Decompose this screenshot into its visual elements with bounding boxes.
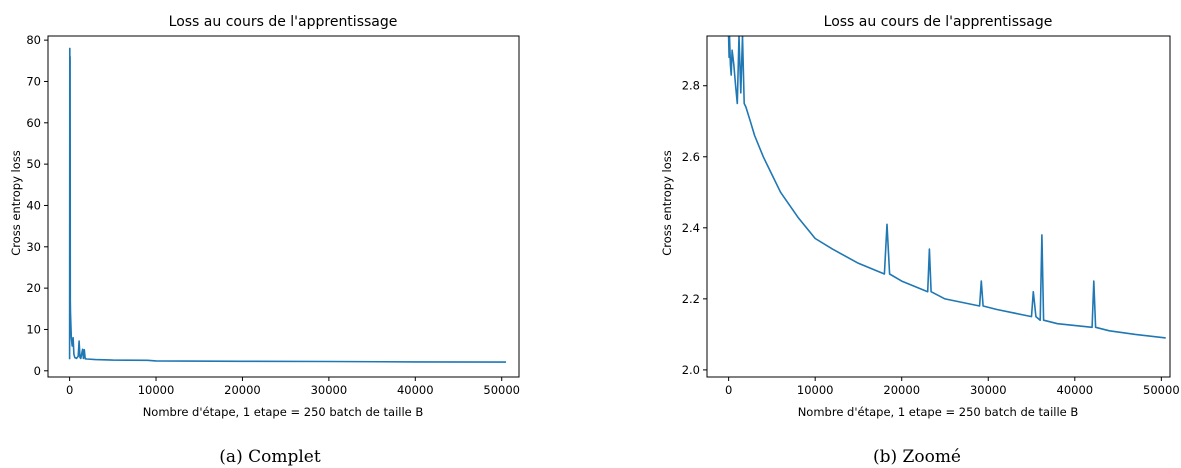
chart-b-xtick-label: 10000 (797, 383, 834, 397)
chart-zoome: Loss au cours de l'apprentissage Nombre … (660, 14, 1180, 467)
chart-b-xtick-label: 0 (725, 383, 732, 397)
chart-a-ytick-label: 60 (26, 116, 41, 130)
chart-b-title: Loss au cours de l'apprentissage (824, 14, 1053, 30)
chart-a-xtick-label: 0 (66, 383, 73, 397)
chart-a-title: Loss au cours de l'apprentissage (169, 14, 398, 30)
chart-b-xlabel: Nombre d'étape, 1 etape = 250 batch de t… (798, 405, 1079, 419)
chart-b-xtick-label: 20000 (883, 383, 920, 397)
chart-a-xticks: 0 10000 20000 30000 40000 50000 (66, 377, 520, 397)
chart-a-caption: (a) Complet (219, 447, 321, 467)
chart-a-ytick-label: 20 (26, 281, 41, 295)
chart-b-ylabel: Cross entropy loss (660, 150, 674, 256)
chart-b-xticks: 0 10000 20000 30000 40000 50000 (725, 377, 1180, 397)
chart-a-ylabel: Cross entropy loss (9, 150, 23, 256)
chart-a-ytick-label: 80 (26, 33, 41, 47)
chart-a-xtick-label: 20000 (224, 383, 261, 397)
chart-b-ytick-label: 2.0 (682, 363, 700, 377)
chart-a-ytick-label: 10 (26, 322, 41, 336)
chart-a-axes-frame (47, 35, 520, 378)
chart-a-ytick-label: 0 (34, 364, 41, 378)
chart-b-xtick-label: 30000 (970, 383, 1007, 397)
chart-b-xtick-label: 50000 (1143, 383, 1180, 397)
chart-a-loss-line (68, 47, 507, 363)
chart-a-xtick-label: 10000 (138, 383, 175, 397)
chart-a-ytick-label: 70 (26, 74, 41, 88)
chart-a-xtick-label: 50000 (483, 383, 520, 397)
chart-a-yticks: 0 10 20 30 40 50 60 70 80 (26, 33, 48, 378)
chart-b-ytick-label: 2.4 (682, 221, 700, 235)
chart-a-ytick-label: 30 (26, 240, 41, 254)
chart-a-xtick-label: 30000 (311, 383, 348, 397)
chart-b-yticks: 2.0 2.2 2.4 2.6 2.8 (682, 79, 707, 377)
chart-complet: Loss au cours de l'apprentissage Nombre … (9, 14, 520, 467)
chart-b-ytick-label: 2.2 (682, 292, 700, 306)
chart-b-axes-frame (706, 35, 1171, 378)
chart-b-xtick-label: 40000 (1057, 383, 1094, 397)
chart-a-xtick-label: 40000 (397, 383, 434, 397)
chart-b-ytick-label: 2.8 (682, 79, 700, 93)
chart-a-ytick-label: 50 (26, 157, 41, 171)
chart-b-loss-line (727, 36, 1166, 339)
chart-a-xlabel: Nombre d'étape, 1 etape = 250 batch de t… (143, 405, 424, 419)
chart-a-ytick-label: 40 (26, 198, 41, 212)
chart-b-caption: (b) Zoomé (873, 447, 961, 467)
chart-b-ytick-label: 2.6 (682, 150, 700, 164)
